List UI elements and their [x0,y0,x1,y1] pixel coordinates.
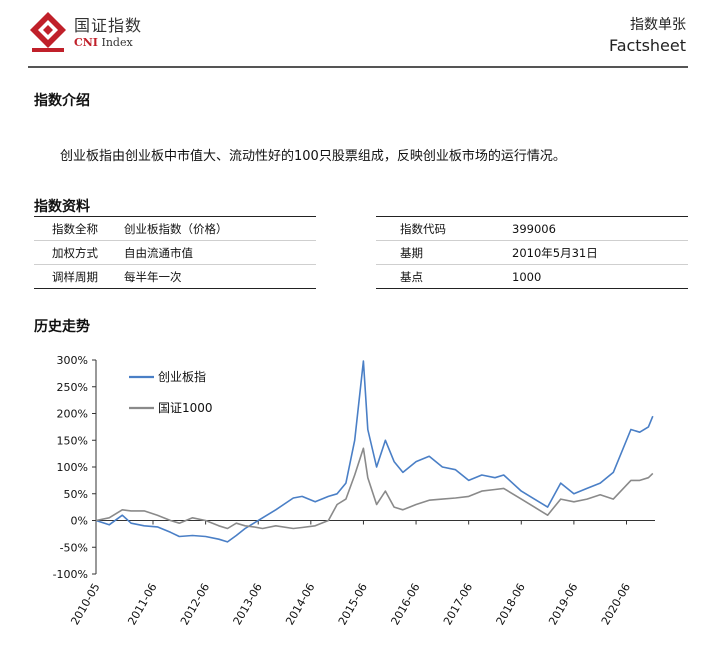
info-value: 每半年一次 [124,269,182,284]
y-tick-label: 50% [64,488,88,501]
section-title-history: 历史走势 [34,319,90,335]
info-value: 1000 [512,269,542,284]
y-tick-label: -50% [60,541,88,554]
x-axis: 2010-05 2011-06 2012-06 2013-06 2014-06 2015-… [68,520,655,627]
series-line-1 [95,360,654,543]
info-value: 399006 [512,221,556,236]
info-row: 加权方式 自由流通市值 [34,241,316,265]
y-tick-label: -100% [53,568,88,581]
y-tick-label: 100% [57,461,88,474]
x-tick-label: 2012-06 [178,581,212,627]
cni-logo-icon [30,12,66,52]
y-tick-label: 150% [57,434,88,447]
y-tick-label: 250% [57,381,88,394]
x-tick-label: 2020-06 [599,581,633,627]
y-tick-label: 0% [71,515,88,528]
y-axis: -100% -50% 0% 50% 100% 150% 200% 250% 300% [53,354,97,581]
header-divider [28,66,688,68]
section-title-intro: 指数介绍 [34,93,90,109]
legend-label: 国证1000 [158,401,213,415]
x-tick-label: 2017-06 [441,581,475,627]
info-key: 指数代码 [400,221,446,236]
index-introduction: 创业板指由创业板中市值大、流动性好的100只股票组成，反映创业板市场的运行情况。 [60,149,566,164]
brand-name-cn: 国证指数 [74,16,143,35]
info-key: 基期 [400,245,423,260]
info-row: 调样周期 每半年一次 [34,265,316,289]
brand-name-en-prefix: CNI [74,36,98,49]
info-key: 调样周期 [52,269,98,284]
x-tick-label: 2013-06 [231,581,265,627]
brand-name-en: CNI Index [74,36,133,49]
info-value: 2010年5月31日 [512,245,598,260]
y-tick-label: 300% [57,354,88,367]
legend-label: 创业板指 [158,369,206,384]
section-title-info: 指数资料 [34,199,90,215]
x-tick-label: 2011-06 [125,581,159,627]
series-lines [95,360,654,543]
info-row: 基点 1000 [376,265,688,289]
info-row: 指数全称 创业板指数（价格） [34,216,316,241]
info-key: 加权方式 [52,245,98,260]
index-info-table-left: 指数全称 创业板指数（价格） 加权方式 自由流通市值 调样周期 每半年一次 [34,216,316,289]
x-tick-label: 2015-06 [336,581,370,627]
info-row: 指数代码 399006 [376,216,688,241]
index-info-table-right: 指数代码 399006 基期 2010年5月31日 基点 1000 [376,216,688,289]
x-tick-label: 2010-05 [68,581,102,627]
factsheet-header: 国证指数 CNI Index 指数单张 Factsheet [0,0,720,68]
x-tick-label: 2014-06 [283,581,317,627]
series-line-2 [95,447,654,530]
x-tick-label: 2018-06 [494,581,528,627]
x-tick-label: 2016-06 [388,581,422,627]
y-tick-label: 200% [57,408,88,421]
info-key: 基点 [400,269,423,284]
document-subtitle: Factsheet [608,36,686,55]
history-trend-chart: -100% -50% 0% 50% 100% 150% 200% 250% 300% 2010-… [53,354,655,627]
info-value: 自由流通市值 [124,245,193,260]
document-title: 指数单张 [630,17,686,33]
info-value: 创业板指数（价格） [124,221,228,236]
x-tick-label: 2019-06 [546,581,580,627]
brand-name-en-suffix: Index [101,36,133,49]
info-key: 指数全称 [52,221,98,236]
info-row: 基期 2010年5月31日 [376,241,688,265]
